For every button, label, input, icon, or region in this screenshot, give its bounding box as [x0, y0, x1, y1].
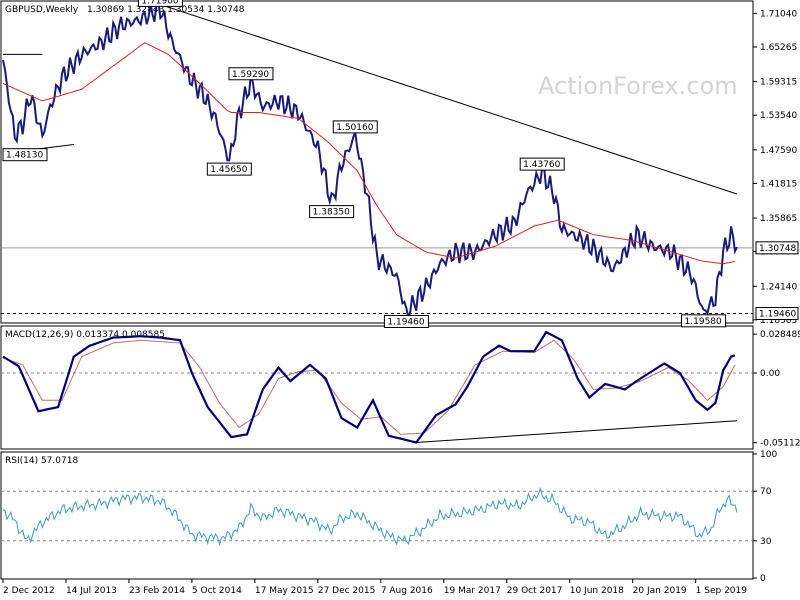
moving-average-series [2, 42, 736, 265]
macd-tick-label: 0.028489 [760, 330, 800, 340]
watermark: ActionForex.com [538, 72, 738, 100]
price-tick-label: 1.41815 [760, 179, 797, 189]
price-tick-label: 1.18365 [760, 316, 797, 326]
rsi-tick-label: 30 [760, 537, 772, 547]
annotation-label: 1.45650 [210, 165, 247, 175]
macd-line [2, 330, 736, 444]
ohlc-label: 1.30869 1.32843 1.30534 1.30748 [87, 5, 245, 15]
trend-line [152, 1, 738, 195]
x-tick-label: 19 Mar 2017 [444, 586, 501, 596]
macd-axis: 0.028489 0.00 -0.051125 [753, 330, 800, 449]
annotation-box [206, 162, 252, 176]
x-tick-label: 1 Sep 2019 [696, 586, 748, 596]
price-annotations: 1.48130 1.71900 1.59290 1.45650 1.50160 1.383… [2, 0, 727, 329]
rsi-grid [1, 490, 753, 542]
macd-series [2, 330, 738, 444]
rsi-axis: 100 70 30 0 [753, 450, 777, 584]
price-axis: 1.71040 1.65265 1.59315 1.53540 1.47590 1.418… [753, 9, 797, 326]
x-tick-label: 29 Oct 2017 [507, 586, 563, 596]
support-price-box-label: 1.19460 [759, 310, 796, 320]
macd-trend-line [416, 420, 738, 444]
x-tick-label: 23 Feb 2014 [129, 586, 185, 596]
macd-tick-label: -0.051125 [760, 439, 800, 449]
macd-tick-label: 0.00 [760, 369, 780, 379]
price-tick-label: 1.35865 [760, 214, 797, 224]
price-panel-frame [0, 0, 754, 324]
x-tick-label: 17 May 2015 [255, 586, 314, 596]
annotation-label: 1.48130 [6, 151, 43, 161]
annotation-label: 1.38350 [313, 208, 350, 218]
annotation-box [2, 148, 48, 162]
annotation-box [332, 120, 378, 134]
price-tick-label: 1.53540 [760, 111, 797, 121]
price-tick-label: 1.59315 [760, 78, 797, 88]
x-tick-label: 27 Dec 2015 [318, 586, 376, 596]
price-tick-label: 1.47590 [760, 146, 797, 156]
x-tick-label: 7 Aug 2016 [381, 586, 433, 596]
current-price-box [755, 241, 799, 255]
rsi-tick-label: 0 [760, 574, 766, 584]
annotation-box [383, 315, 429, 329]
x-tick-label: 10 Jun 2018 [570, 586, 624, 596]
annotation-label: 1.19460 [387, 318, 424, 328]
rsi-tick-label: 70 [760, 487, 772, 497]
x-tick-label: 20 Jan 2019 [633, 586, 687, 596]
macd-signal-line [2, 339, 736, 435]
annotation-label: 1.50160 [336, 123, 373, 133]
x-tick-label: 2 Dec 2012 [3, 586, 55, 596]
annotation-label: 1.43760 [523, 160, 560, 170]
price-line [2, 1, 738, 319]
annotation-box [519, 157, 565, 171]
annotation-box [681, 314, 727, 328]
price-series [2, 1, 738, 319]
rsi-series [2, 486, 738, 546]
price-tick-label: 1.65265 [760, 43, 797, 53]
annotation-label: 1.19580 [685, 317, 722, 327]
annotation-box [137, 0, 183, 7]
annotation-box [228, 67, 274, 81]
x-tick-label: 5 Oct 2014 [192, 586, 242, 596]
symbol-label: GBPUSD,Weekly [5, 5, 79, 15]
price-axis-boxes: 1.30748 1.19460 [755, 241, 799, 321]
time-axis: 2 Dec 2012 14 Jul 2013 23 Feb 2014 5 Oct 20… [2, 579, 748, 596]
support-price-box [755, 307, 799, 321]
rsi-label: RSI(14) 57.0718 [5, 456, 78, 466]
rsi-line [2, 486, 738, 546]
rsi-tick-label: 100 [760, 450, 777, 460]
annotation-label: 1.71900 [141, 0, 178, 6]
macd-label: MACD(12,26,9) 0.013374 0.008585 [5, 330, 165, 340]
price-tick-label: 1.71040 [760, 9, 797, 19]
rsi-panel-frame [0, 451, 754, 580]
moving-average-line [2, 42, 736, 265]
macd-panel-frame [0, 325, 754, 450]
annotation-label: 1.59290 [232, 70, 269, 80]
current-price-box-label: 1.30748 [759, 244, 796, 254]
annotation-box [309, 205, 355, 219]
price-tick-label: 1.24140 [760, 282, 797, 292]
x-tick-label: 14 Jul 2013 [66, 586, 117, 596]
